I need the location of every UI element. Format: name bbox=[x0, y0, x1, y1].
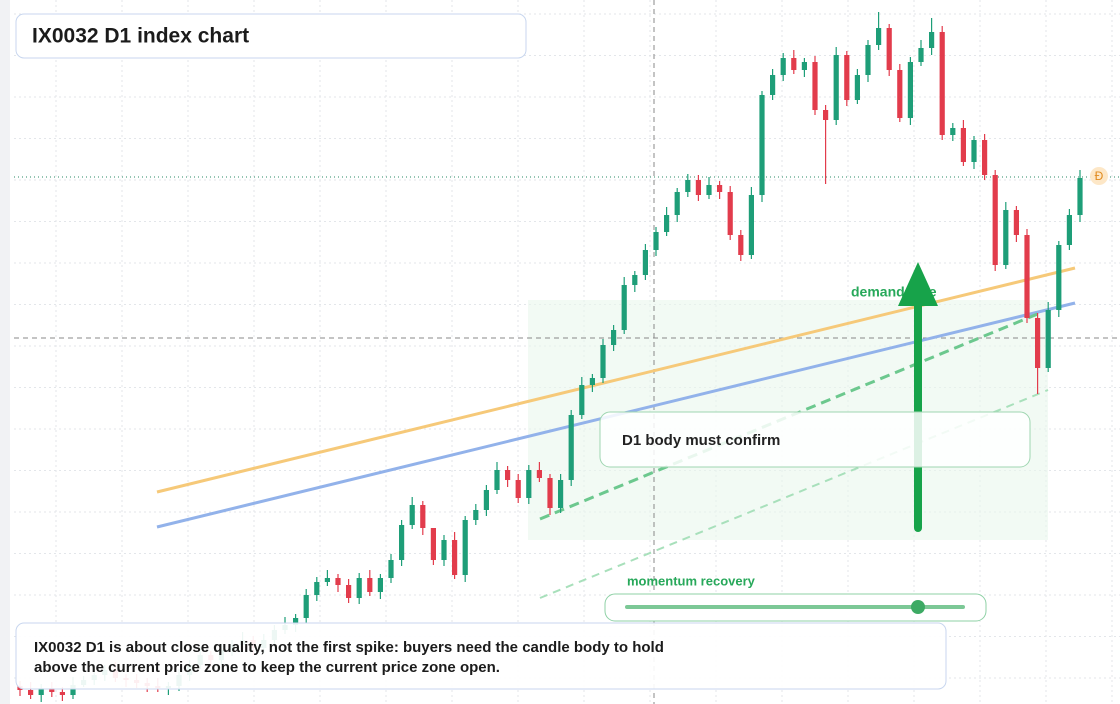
candle-body bbox=[706, 185, 712, 195]
candle-body bbox=[727, 192, 733, 235]
candle-body bbox=[568, 415, 574, 480]
candle-body bbox=[314, 582, 320, 595]
candle-body bbox=[335, 578, 341, 585]
candle-body bbox=[409, 505, 415, 525]
candle-body bbox=[452, 540, 458, 575]
trendline-lower bbox=[539, 389, 1049, 599]
candle-body bbox=[929, 32, 935, 48]
candle-body bbox=[759, 95, 765, 195]
candle-body bbox=[526, 470, 532, 498]
candle-body bbox=[992, 175, 998, 265]
momentum-label: momentum recovery bbox=[627, 573, 756, 588]
price-marker-text: Đ bbox=[1095, 169, 1104, 183]
candle-body bbox=[812, 62, 818, 110]
candle-body bbox=[356, 578, 362, 598]
candle-body bbox=[621, 285, 627, 330]
candle-body bbox=[59, 692, 65, 695]
caption-box bbox=[15, 622, 947, 690]
candle-body bbox=[473, 510, 479, 520]
candle-body bbox=[28, 690, 34, 695]
candle-body bbox=[918, 48, 924, 62]
candle-body bbox=[49, 688, 55, 692]
candle-body bbox=[1066, 215, 1072, 245]
candle-body bbox=[982, 140, 988, 175]
candle-body bbox=[70, 685, 76, 695]
candle-body bbox=[399, 525, 405, 560]
candle-body bbox=[971, 140, 977, 162]
price-marker bbox=[1090, 167, 1108, 185]
candle-body bbox=[324, 578, 330, 582]
candle-body bbox=[536, 470, 542, 478]
candle-body bbox=[420, 505, 426, 528]
candle-body bbox=[430, 528, 436, 560]
candle-body bbox=[293, 618, 299, 625]
candle-body bbox=[1045, 310, 1051, 368]
candle-body bbox=[960, 128, 966, 162]
chart-title: IX0032 D1 index chart bbox=[32, 25, 249, 48]
candle-body bbox=[738, 235, 744, 255]
candle-body bbox=[876, 28, 882, 45]
left-rail bbox=[0, 0, 10, 704]
candle-body bbox=[950, 128, 956, 135]
candle-body bbox=[483, 490, 489, 510]
candle-body bbox=[854, 75, 860, 100]
candle-body bbox=[823, 110, 829, 120]
candle-body bbox=[367, 578, 373, 592]
candle-body bbox=[600, 345, 606, 378]
candle-body bbox=[38, 688, 44, 695]
candle-body bbox=[886, 28, 892, 70]
candle-body bbox=[346, 585, 352, 598]
candle-body bbox=[611, 330, 617, 345]
candle-body bbox=[515, 480, 521, 498]
candle-body bbox=[897, 70, 903, 118]
candle-body bbox=[388, 560, 394, 578]
candle-body bbox=[664, 215, 670, 232]
candle-body bbox=[589, 378, 595, 385]
candle-body bbox=[494, 470, 500, 490]
candle-body bbox=[579, 385, 585, 415]
caption: IX0032 D1 is about close quality, not th… bbox=[34, 639, 664, 676]
candle-body bbox=[791, 58, 797, 70]
candle-body bbox=[695, 180, 701, 195]
candle-body bbox=[907, 62, 913, 118]
candle-body bbox=[748, 195, 754, 255]
candle-body bbox=[674, 192, 680, 215]
candle-body bbox=[1024, 235, 1030, 318]
callout-box bbox=[599, 411, 1031, 468]
candle-body bbox=[1013, 210, 1019, 235]
callout-text: D1 body must confirm bbox=[622, 432, 780, 449]
arrow-head bbox=[898, 262, 938, 306]
candle-body bbox=[1077, 178, 1083, 215]
momentum-knob bbox=[911, 600, 925, 614]
candle-body bbox=[558, 480, 564, 508]
candle-body bbox=[653, 232, 659, 250]
candle-body bbox=[865, 45, 871, 75]
candle-body bbox=[642, 250, 648, 275]
candle-body bbox=[1003, 210, 1009, 265]
candle-body bbox=[833, 55, 839, 120]
candle-body bbox=[632, 275, 638, 285]
candle-body bbox=[717, 185, 723, 192]
title-box bbox=[15, 13, 527, 59]
candle-body bbox=[685, 180, 691, 192]
candle-body bbox=[303, 595, 309, 618]
candle-body bbox=[780, 58, 786, 75]
candle-body bbox=[462, 520, 468, 575]
candle-body bbox=[441, 540, 447, 560]
candle-body bbox=[505, 470, 511, 480]
candle-body bbox=[844, 55, 850, 100]
candle-body bbox=[377, 578, 383, 592]
candle-body bbox=[1035, 318, 1041, 368]
candle-body bbox=[939, 32, 945, 135]
candle-body bbox=[547, 478, 553, 508]
candle-body bbox=[1056, 245, 1062, 310]
candle-body bbox=[770, 75, 776, 95]
trendline bbox=[539, 311, 1041, 521]
candle-body bbox=[801, 62, 807, 70]
